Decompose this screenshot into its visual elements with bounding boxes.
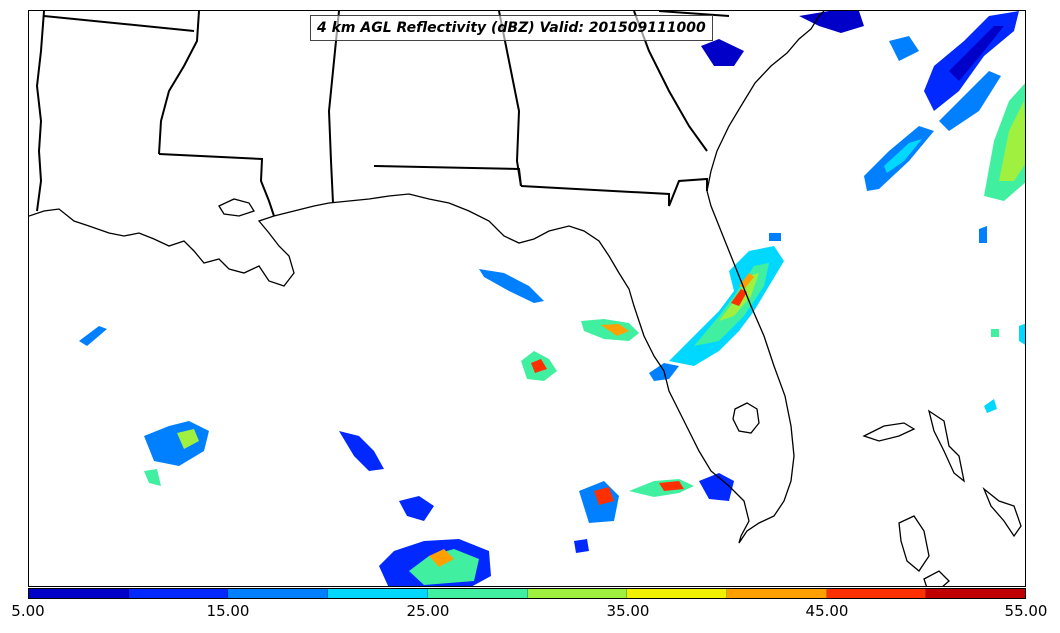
border-al-ga bbox=[498, 11, 522, 187]
border-ms-river bbox=[158, 11, 200, 155]
cuba-outline bbox=[862, 422, 916, 442]
echo-bigbend-cell-core bbox=[601, 324, 629, 336]
andros-island bbox=[898, 515, 930, 572]
colorbar-tick-label-25: 25.00 bbox=[406, 602, 450, 620]
east-bahamas bbox=[982, 486, 1022, 538]
echo-straits-core bbox=[659, 481, 684, 491]
bahamas-outline bbox=[927, 409, 965, 483]
colorbar-segment-3 bbox=[328, 589, 428, 598]
colorbar-segment-0 bbox=[29, 589, 129, 598]
colorbar-tick-label-15: 15.00 bbox=[206, 602, 250, 620]
echo-florida-east-storm-peak bbox=[731, 289, 747, 306]
cuba-north bbox=[923, 570, 950, 586]
colorbar-segment-6 bbox=[627, 589, 727, 598]
echo-ga-ne bbox=[769, 233, 781, 241]
echo-keys-cell bbox=[699, 473, 734, 501]
echo-western-gulf-core bbox=[177, 429, 199, 449]
state-borders bbox=[35, 11, 730, 217]
echo-atl-small-4 bbox=[979, 226, 987, 243]
colorbar-tick-label-5: 5.00 bbox=[11, 602, 45, 620]
echo-atl-nc-small bbox=[889, 36, 919, 61]
map-title: 4 km AGL Reflectivity (dBZ) Valid: 20150… bbox=[310, 15, 713, 41]
border-ar-la bbox=[43, 15, 195, 32]
map-canvas bbox=[29, 11, 1025, 586]
echo-western-gulf-band bbox=[144, 421, 209, 466]
florida-peninsula bbox=[638, 190, 795, 544]
echo-south-gulf-storm-core bbox=[429, 549, 454, 567]
atlantic-coast bbox=[706, 11, 825, 192]
border-al-fl bbox=[373, 165, 522, 187]
coastlines-and-borders bbox=[29, 11, 1022, 586]
echo-straits-band bbox=[629, 479, 694, 497]
colorbar-segment-7 bbox=[726, 589, 827, 598]
colorbar-segment-9 bbox=[926, 589, 1026, 598]
louisiana-lake bbox=[218, 198, 255, 217]
border-sc-nc bbox=[658, 11, 730, 17]
echo-south-gulf-band bbox=[399, 496, 434, 521]
border-tx-ar bbox=[35, 11, 45, 212]
echo-bahamas-1 bbox=[991, 329, 999, 337]
colorbar-segment-1 bbox=[128, 589, 229, 598]
echo-atlantic-band-1-core bbox=[949, 26, 1004, 81]
reflectivity-echoes bbox=[79, 11, 1025, 586]
echo-atlantic-band-4-in bbox=[999, 101, 1025, 181]
gulf-coast-west bbox=[29, 193, 640, 322]
echo-ga-coast bbox=[701, 39, 744, 66]
border-ms-al bbox=[327, 11, 340, 204]
border-ga-fl bbox=[520, 177, 708, 207]
echo-central-gulf-band bbox=[339, 431, 384, 471]
echo-atlantic-band-3-in bbox=[884, 139, 922, 173]
colorbar-segment-4 bbox=[427, 589, 528, 598]
colorbar-segment-2 bbox=[228, 589, 329, 598]
border-la-ms bbox=[158, 153, 275, 217]
colorbar-segment-5 bbox=[527, 589, 628, 598]
echo-western-gulf-small bbox=[144, 469, 161, 486]
echo-bigbend-band bbox=[479, 269, 544, 303]
colorbar-tick-label-35: 35.00 bbox=[606, 602, 650, 620]
echo-carolina-coast bbox=[799, 11, 864, 33]
echo-south-gulf-storm-mid bbox=[409, 549, 479, 585]
echo-bahamas-2 bbox=[1019, 323, 1025, 345]
lake-okeechobee bbox=[732, 402, 760, 434]
echo-central-gulf-core bbox=[531, 359, 547, 373]
map-panel bbox=[28, 10, 1026, 587]
echo-south-gulf-small bbox=[574, 539, 589, 553]
echo-south-gulf-cells-core bbox=[594, 487, 614, 505]
echo-bahamas-3 bbox=[984, 399, 997, 413]
colorbar-tick-label-55: 55.00 bbox=[1004, 602, 1048, 620]
colorbar-segment-8 bbox=[826, 589, 927, 598]
reflectivity-colorbar bbox=[28, 588, 1026, 599]
echo-atlantic-band-2 bbox=[939, 71, 1001, 131]
echo-western-gulf-streak bbox=[79, 326, 107, 346]
colorbar-tick-label-45: 45.00 bbox=[805, 602, 849, 620]
